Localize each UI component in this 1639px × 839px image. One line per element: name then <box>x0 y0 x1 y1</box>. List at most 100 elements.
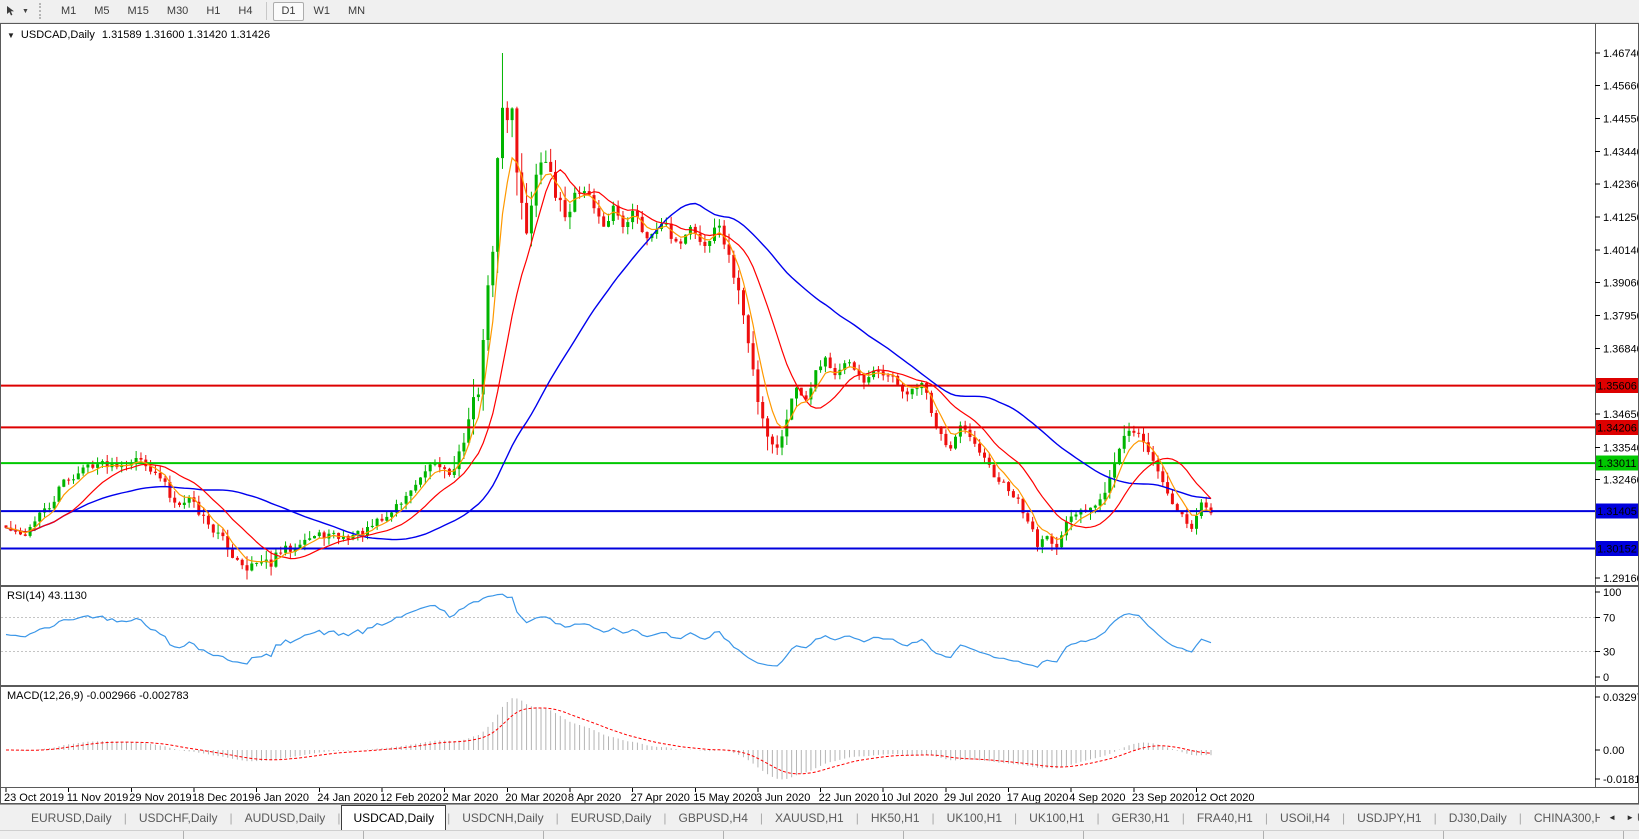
svg-text:1.39060: 1.39060 <box>1603 277 1638 289</box>
tab-separator: | <box>759 810 764 825</box>
svg-text:0.00: 0.00 <box>1603 745 1624 757</box>
timeframe-button-m1[interactable]: M1 <box>60 4 77 17</box>
svg-text:1.34650: 1.34650 <box>1603 409 1638 421</box>
chart-tab-ger30-h1[interactable]: GER30,H1 <box>1111 810 1170 825</box>
tab-separator: | <box>931 810 935 825</box>
chart-tab-usdjpy-h1[interactable]: USDJPY,H1 <box>1357 810 1422 825</box>
timeframe-button-m30[interactable]: M30 <box>166 4 189 17</box>
svg-text:1.33540: 1.33540 <box>1603 442 1638 454</box>
status-bar-divider <box>1263 831 1264 839</box>
svg-text:30: 30 <box>1603 647 1615 659</box>
svg-text:1.41250: 1.41250 <box>1603 212 1638 224</box>
timeframe-button-w1[interactable]: W1 <box>313 4 331 17</box>
svg-text:1.33011: 1.33011 <box>1598 458 1637 470</box>
chart-tab-uk100-h1[interactable]: UK100,H1 <box>1029 810 1085 825</box>
svg-text:1.34206: 1.34206 <box>1597 422 1637 434</box>
chart-title: ▼ USDCAD,Daily 1.31589 1.31600 1.31420 1… <box>7 29 270 41</box>
tab-separator: | <box>1341 810 1346 825</box>
price-chart-canvas[interactable]: 1.46740 1.45660 1.44550 1.43440 1.42360 1.412… <box>1 24 1638 803</box>
chart-tab-usoil-h4[interactable]: USOil,H4 <box>1279 810 1330 825</box>
chart-symbol-label: USDCAD,Daily <box>20 29 95 41</box>
svg-text:1.32460: 1.32460 <box>1603 475 1638 487</box>
date-axis-label: 2 Mar 2020 <box>443 792 499 803</box>
svg-text:1.36840: 1.36840 <box>1603 344 1638 356</box>
chart-tab-dj30-daily[interactable]: DJ30,Daily <box>1448 810 1507 825</box>
svg-text:1.45660: 1.45660 <box>1603 80 1638 92</box>
date-axis-label: 24 Jan 2020 <box>317 792 378 803</box>
status-bar-divider <box>1623 831 1624 839</box>
timeframe-toolbar: M1 M5 M15 M30 H1 H4 D1 W1 MN <box>52 0 374 22</box>
svg-text:70: 70 <box>1603 613 1615 625</box>
date-axis-label: 17 Aug 2020 <box>1007 792 1069 803</box>
tab-separator: | <box>1181 810 1185 825</box>
chart-tab-eurusd-daily[interactable]: EURUSD,Daily <box>570 810 652 825</box>
tab-separator: | <box>229 810 233 825</box>
timeframe-button-m5[interactable]: M5 <box>94 4 110 17</box>
timeframe-button-mn[interactable]: MN <box>348 4 366 17</box>
timeframe-button-h1[interactable]: H1 <box>206 4 221 17</box>
chart-window: 1.46740 1.45660 1.44550 1.43440 1.42360 1.412… <box>0 23 1639 804</box>
timeframe-button-h4[interactable]: H4 <box>238 4 253 17</box>
timeframe-button-d1[interactable]: D1 <box>273 1 304 21</box>
collapse-triangle-icon[interactable]: ▼ <box>7 30 15 40</box>
chart-tab-xauusd-h1[interactable]: XAUUSD,H1 <box>775 810 844 825</box>
chart-tab-bar: EURUSD,Daily | USDCHF,Daily | AUDUSD,Daily | U… <box>0 804 1639 830</box>
svg-text:1.37950: 1.37950 <box>1603 311 1638 323</box>
svg-text:0: 0 <box>1603 672 1609 684</box>
tab-scroll-left-icon[interactable]: ◄ <box>1608 813 1617 822</box>
chart-tab-eurusd-daily[interactable]: EURUSD,Daily <box>31 810 112 825</box>
svg-text:1.35606: 1.35606 <box>1597 381 1637 393</box>
chart-tab-usdcnh-daily[interactable]: USDCNH,Daily <box>462 810 544 825</box>
tab-separator: | <box>555 810 559 825</box>
chart-tab-hk50-h1[interactable]: HK50,H1 <box>870 810 920 825</box>
chart-tab-audusd-daily[interactable]: AUDUSD,Daily <box>244 810 326 825</box>
status-bar-divider <box>543 831 544 839</box>
toolbar-grip[interactable] <box>38 3 44 19</box>
date-axis-label: 29 Nov 2019 <box>129 792 191 803</box>
toolbar-divider <box>266 2 268 20</box>
chart-tab-uk100-h1[interactable]: UK100,H1 <box>946 810 1003 825</box>
date-axis-label: 29 Jul 2020 <box>944 792 1001 803</box>
cursor-dropdown-caret-icon[interactable]: ▼ <box>22 7 29 15</box>
date-axis-label: 12 Oct 2020 <box>1195 792 1255 803</box>
chart-tab-usdcad-daily[interactable]: USDCAD,Daily <box>341 805 447 830</box>
svg-text:0.032972: 0.032972 <box>1603 692 1638 704</box>
chart-tab-fra40-h1[interactable]: FRA40,H1 <box>1196 810 1253 825</box>
svg-text:100: 100 <box>1603 587 1621 599</box>
chart-ohlc-quotes: 1.31589 1.31600 1.31420 1.31426 <box>101 29 271 41</box>
top-toolbar: ▼ M1 M5 M15 M30 H1 H4 D1 W1 MN <box>0 0 1639 23</box>
tab-separator: | <box>855 810 859 825</box>
tab-scroll-right-icon[interactable]: ► <box>1626 813 1634 822</box>
tab-separator: | <box>447 810 451 825</box>
timeframe-button-m15[interactable]: M15 <box>127 4 149 17</box>
svg-text:1.31405: 1.31405 <box>1597 506 1637 518</box>
chart-tab-usoil-h1[interactable]: USOil,H1 <box>1626 805 1639 830</box>
date-axis-label: 23 Oct 2019 <box>4 792 64 803</box>
status-bar-divider <box>183 831 184 839</box>
chart-tab-gbpusd-h4[interactable]: GBPUSD,H4 <box>678 810 748 825</box>
status-bar-divider <box>903 831 904 839</box>
svg-text:1.44550: 1.44550 <box>1603 113 1638 125</box>
rsi-indicator-label: RSI(14) 43.1130 <box>7 590 87 602</box>
date-axis-label: 11 Nov 2019 <box>67 792 129 803</box>
date-axis-label: 8 Apr 2020 <box>568 792 621 803</box>
svg-text:1.29160: 1.29160 <box>1603 573 1638 585</box>
date-axis-label: 6 Jan 2020 <box>255 792 309 803</box>
svg-text:1.30152: 1.30152 <box>1597 544 1637 556</box>
cursor-tool-icon[interactable] <box>3 3 19 19</box>
chart-tab-usdchf-daily[interactable]: USDCHF,Daily <box>138 810 218 825</box>
date-axis-label: 27 Apr 2020 <box>631 792 690 803</box>
tab-separator: | <box>1264 810 1268 825</box>
date-axis-label: 10 Jul 2020 <box>881 792 938 803</box>
tab-separator: | <box>663 810 667 825</box>
chart-tab-china300-h1[interactable]: CHINA300,H1 <box>1533 810 1610 825</box>
tab-separator: | <box>123 810 127 825</box>
tab-separator: | <box>1014 810 1018 825</box>
status-bar-divider <box>1443 831 1444 839</box>
tab-separator: | <box>1096 810 1100 825</box>
date-axis-label: 12 Feb 2020 <box>380 792 442 803</box>
macd-indicator-label: MACD(12,26,9) -0.002966 -0.002783 <box>7 690 189 702</box>
tab-separator: | <box>337 810 341 825</box>
svg-text:1.40140: 1.40140 <box>1603 245 1638 257</box>
status-bar-divider <box>363 831 364 839</box>
